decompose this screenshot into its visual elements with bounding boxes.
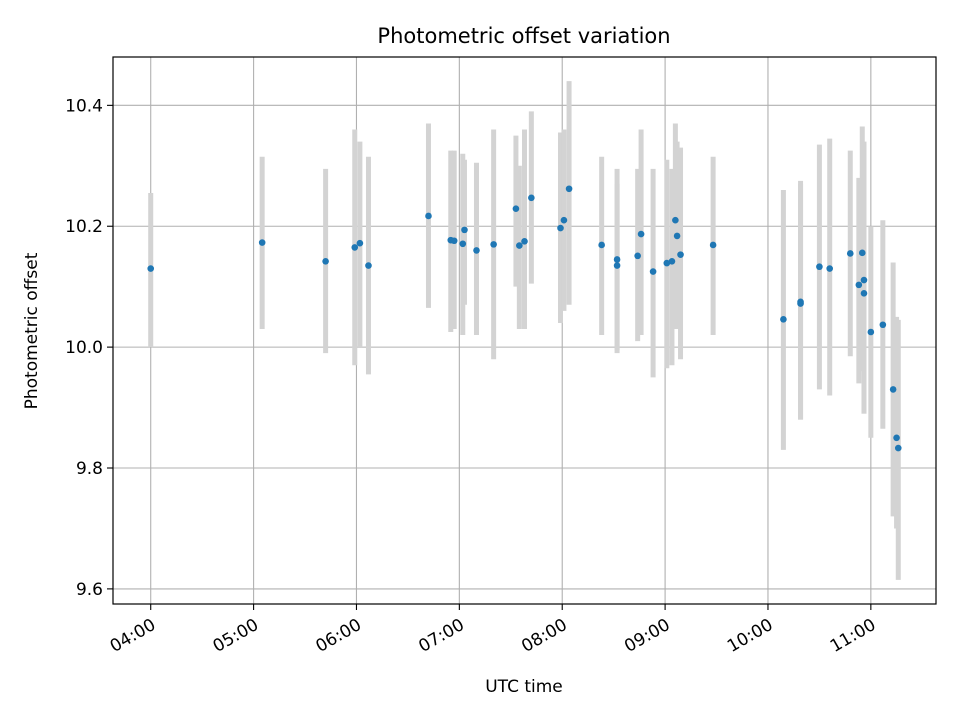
y-tick-label: 10.2	[65, 217, 103, 237]
data-point	[780, 316, 787, 323]
data-point	[889, 386, 897, 393]
x-axis-label: UTC time	[485, 677, 563, 697]
chart-title: Photometric offset variation	[377, 24, 670, 48]
data-point	[516, 242, 523, 249]
data-point	[816, 263, 823, 271]
data-point	[450, 237, 458, 245]
y-axis: 9.6 9.8 10.0 10.2 10.4	[65, 96, 113, 600]
data-point	[867, 328, 875, 336]
data-point	[560, 216, 568, 224]
data-point	[879, 321, 887, 329]
data-point	[512, 205, 520, 213]
data-point	[365, 262, 372, 269]
data-point	[677, 251, 684, 258]
data-point	[649, 268, 657, 275]
data-point	[459, 240, 467, 248]
data-point	[613, 256, 621, 263]
data-point	[598, 241, 605, 249]
data-point	[490, 241, 497, 248]
data-point	[565, 185, 573, 193]
data-point	[858, 249, 866, 257]
data-point	[528, 194, 535, 202]
data-points	[147, 185, 902, 452]
data-point	[894, 444, 902, 452]
data-point	[425, 212, 432, 220]
data-point	[637, 230, 645, 238]
data-point	[557, 224, 564, 232]
data-point	[846, 250, 854, 257]
data-point	[461, 226, 468, 234]
data-point	[258, 239, 266, 246]
data-point	[322, 257, 329, 265]
data-point	[672, 216, 679, 224]
data-point	[147, 265, 155, 272]
data-point	[893, 434, 900, 442]
y-tick-label: 10.0	[65, 338, 103, 358]
data-point	[797, 300, 804, 307]
data-point	[860, 290, 868, 297]
data-point	[351, 244, 359, 251]
y-axis-label: Photometric offset	[22, 252, 42, 409]
data-point	[473, 247, 480, 254]
data-point	[663, 259, 671, 267]
data-point	[356, 239, 364, 247]
data-point	[673, 232, 681, 240]
data-point	[634, 252, 641, 260]
data-point	[826, 265, 833, 272]
data-point	[613, 262, 621, 269]
y-tick-label: 10.4	[65, 96, 103, 116]
data-point	[855, 281, 863, 289]
y-tick-label: 9.8	[76, 459, 103, 479]
data-point	[860, 276, 868, 284]
data-point	[668, 257, 676, 265]
y-tick-label: 9.6	[76, 580, 103, 600]
plot-frame	[112, 56, 937, 605]
data-point	[521, 238, 528, 245]
data-point	[709, 241, 717, 249]
